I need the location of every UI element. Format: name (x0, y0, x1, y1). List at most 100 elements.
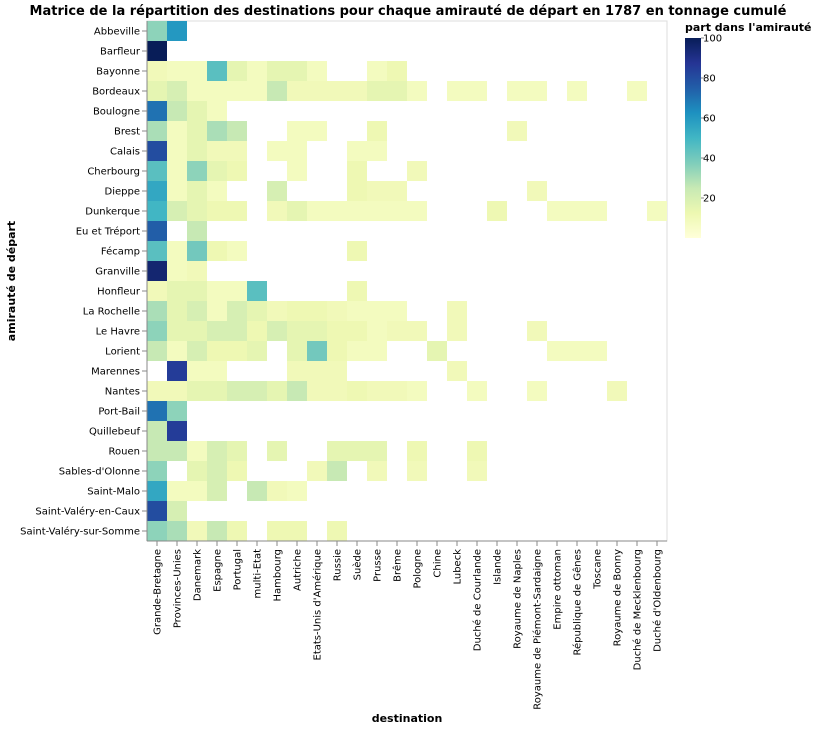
heatmap-cell (327, 301, 347, 321)
y-tick-label: Abbeville (94, 27, 140, 38)
heatmap-cell (587, 341, 607, 361)
heatmap-cell (307, 301, 327, 321)
heatmap-cell (367, 201, 387, 221)
heatmap-cell (187, 301, 207, 321)
heatmap-cell (227, 141, 247, 161)
heatmap-cell (207, 461, 227, 481)
heatmap-cell (147, 401, 167, 421)
heatmap-cell (287, 321, 307, 341)
heatmap-cell (307, 201, 327, 221)
y-tick-label: Bayonne (96, 67, 140, 78)
heatmap-cell (367, 341, 387, 361)
heatmap-cell (287, 141, 307, 161)
heatmap-cell (147, 21, 167, 41)
y-tick-label: Saint-Malo (87, 487, 140, 498)
heatmap-cell (147, 141, 167, 161)
heatmap-cell (207, 301, 227, 321)
heatmap-cell (187, 121, 207, 141)
x-axis-title: destination (372, 712, 443, 725)
heatmap-cell (207, 321, 227, 341)
heatmap-cell (407, 201, 427, 221)
heatmap-cell (267, 521, 287, 541)
heatmap-cell (287, 121, 307, 141)
x-tick-label: République de Gênes (572, 549, 584, 656)
heatmap-cell (147, 101, 167, 121)
heatmap-cell (207, 181, 227, 201)
heatmap-cell (167, 521, 187, 541)
heatmap-cell (267, 81, 287, 101)
heatmap-cell (327, 441, 347, 461)
y-tick-label: Fécamp (101, 246, 140, 258)
heatmap-cell (447, 361, 467, 381)
heatmap-cell (307, 61, 327, 81)
heatmap-cell (407, 161, 427, 181)
heatmap-cell (267, 301, 287, 321)
heatmap-cell (387, 61, 407, 81)
x-tick-label: Provinces-Unies (173, 549, 184, 628)
y-tick-label: Le Havre (96, 327, 140, 338)
x-tick-label: Toscane (593, 549, 604, 590)
x-tick-label: Prusse (373, 549, 384, 582)
heatmap-cell (567, 201, 587, 221)
heatmap-cell (207, 281, 227, 301)
x-tick-label: Chine (433, 549, 444, 578)
heatmap-cell (167, 181, 187, 201)
heatmap-cell (347, 281, 367, 301)
heatmap-cell (407, 381, 427, 401)
heatmap-cell (507, 81, 527, 101)
heatmap-cell (207, 61, 227, 81)
heatmap-cell (187, 241, 207, 261)
heatmap-cell (447, 81, 467, 101)
heatmap-cell (367, 181, 387, 201)
heatmap-cell (207, 161, 227, 181)
y-tick-label: Quillebeuf (89, 427, 141, 438)
heatmap-cell (147, 221, 167, 241)
heatmap-cell (147, 381, 167, 401)
x-axis: Grande-Bretagne Provinces-Unies Danemark Es… (147, 540, 667, 710)
heatmap-cell (287, 201, 307, 221)
heatmap-cell (147, 41, 167, 61)
legend-title: part dans l'amirauté (685, 21, 812, 34)
heatmap-cell (247, 301, 267, 321)
x-tick-label: Russie (333, 549, 344, 581)
heatmap-cell (147, 421, 167, 441)
color-legend: part dans l'amirauté 20 40 60 80 100 (685, 21, 812, 238)
legend-tick-label: 100 (703, 34, 722, 45)
heatmap-cell (227, 81, 247, 101)
heatmap-cell (147, 261, 167, 281)
heatmap-cell (527, 181, 547, 201)
heatmap-cell (227, 521, 247, 541)
heatmap-cell (207, 141, 227, 161)
heatmap-cell (367, 301, 387, 321)
heatmap-cell (227, 201, 247, 221)
x-tick-label: Duché de Courlande (472, 549, 484, 651)
heatmap-cell (367, 461, 387, 481)
y-axis: Abbeville Barfleur Bayonne Bordeaux Boulogne… (20, 21, 148, 541)
legend-gradient-bar (685, 38, 701, 238)
heatmap-cell (307, 121, 327, 141)
x-tick-label: Portugal (233, 549, 244, 590)
heatmap-cell (147, 61, 167, 81)
heatmap-cell (647, 201, 667, 221)
heatmap-cell (147, 461, 167, 481)
heatmap-cell (287, 341, 307, 361)
heatmap-cell (167, 241, 187, 261)
y-tick-label: Lorient (105, 347, 140, 358)
heatmap-cell (627, 81, 647, 101)
y-tick-label: Honfleur (97, 287, 141, 298)
y-tick-label: Rouen (109, 447, 140, 458)
x-tick-label: Autriche (293, 549, 304, 591)
heatmap-cell (447, 321, 467, 341)
heatmap-cell (187, 381, 207, 401)
heatmap-cell (147, 181, 167, 201)
heatmap-cell (147, 321, 167, 341)
heatmap-cell (247, 341, 267, 361)
x-tick-label: Brême (392, 549, 404, 582)
heatmap-cell (187, 181, 207, 201)
y-tick-label: Marennes (91, 367, 140, 378)
heatmap-cell (387, 301, 407, 321)
heatmap-cell (167, 21, 187, 41)
heatmap-cell (367, 381, 387, 401)
heatmap-cell (167, 401, 187, 421)
